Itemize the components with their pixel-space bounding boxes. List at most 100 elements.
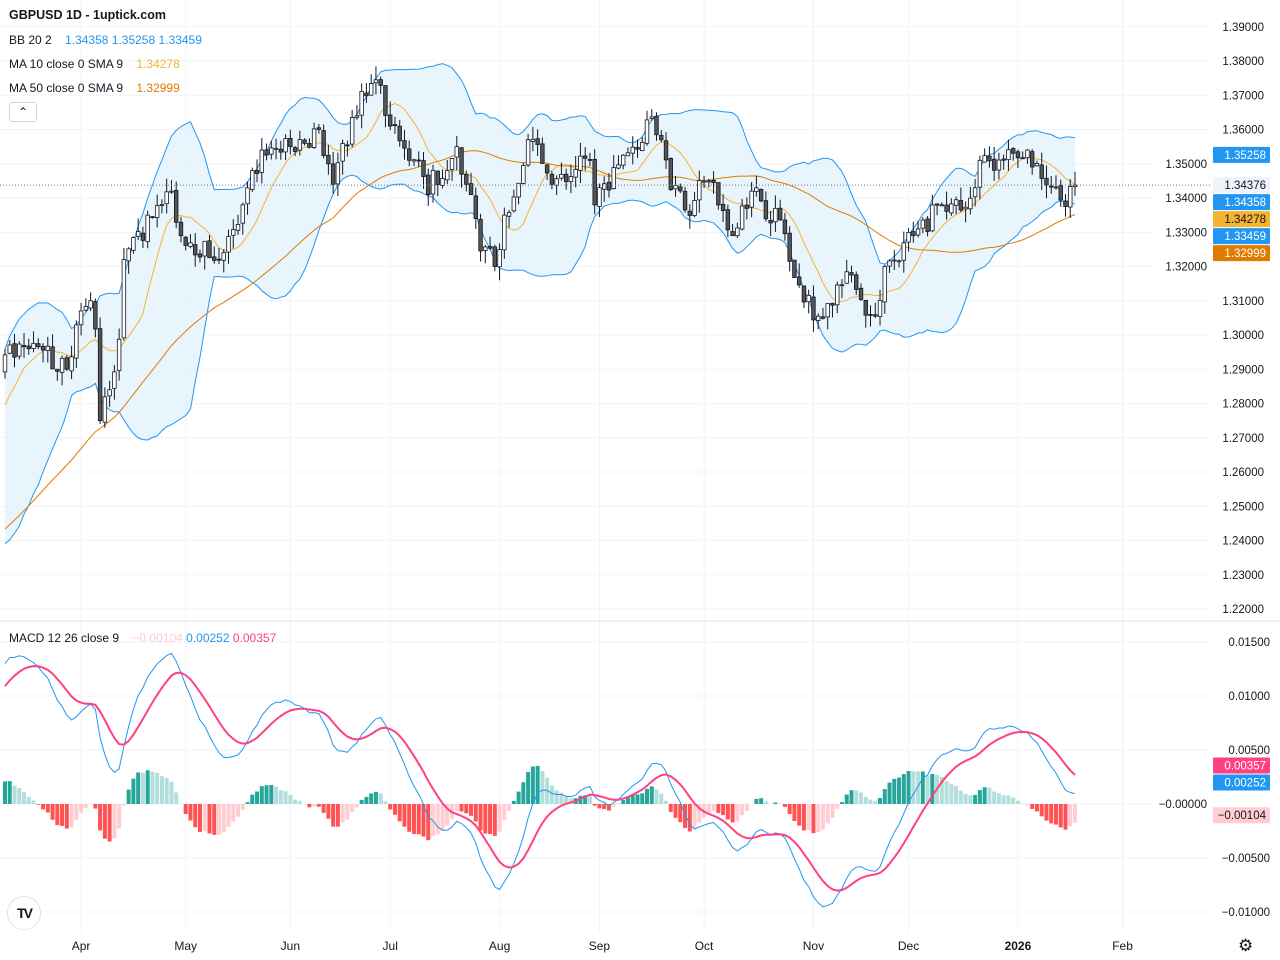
macd-histogram-bar [469,804,474,816]
candle-body [996,159,1002,171]
candle [768,210,773,237]
candle [212,246,217,264]
macd-histogram-bar [578,795,583,804]
candle [235,214,241,235]
candle [625,147,631,157]
candle [302,138,307,146]
candle-body [616,164,621,169]
macd-histogram-bar [392,804,397,815]
legend-bb[interactable]: BB 20 2 1.34358 1.35258 1.33459 [9,33,202,47]
macd-histogram-bar [231,804,236,822]
candle [592,149,597,215]
macd-histogram-bar [79,804,84,813]
candle-body [169,190,174,193]
macd-histogram-bar [259,786,264,804]
candle [45,336,50,363]
candle-body [863,299,868,316]
macd-histogram-bar [549,785,554,804]
macd-histogram-bar [55,804,60,826]
candle-body [78,310,84,326]
macd-axis-label-group: 0.01500 [1228,637,1270,649]
candle [554,175,559,195]
macd-histogram-bar [7,781,12,804]
macd-histogram-bar [759,798,764,804]
candle-body [449,158,455,171]
candle [102,387,108,428]
candle [416,151,421,168]
macd-histogram-bar [973,794,978,804]
macd-histogram-bar [526,771,531,804]
macd-histogram-bar [521,782,526,804]
candle [640,136,645,152]
candle-body [873,314,878,317]
legend-macd[interactable]: MACD 12 26 close 9 −0.00104 0.00252 0.00… [9,631,276,645]
candle [758,188,764,203]
candle [93,298,98,338]
price-axis-label: 1.29000 [1222,364,1264,376]
legend-ma50[interactable]: MA 50 close 0 SMA 9 1.32999 [9,81,180,95]
candle-body [478,218,483,252]
candle [911,221,916,243]
candle [154,194,160,228]
candle-body [364,92,369,97]
candle [492,244,498,272]
candle [725,204,731,238]
candle-body [801,285,807,303]
macd-histogram-bar [131,778,136,804]
candle-body [582,155,588,159]
legend-ma10[interactable]: MA 10 close 0 SMA 9 1.34278 [9,57,180,71]
candle [739,198,745,231]
gear-icon[interactable]: ⚙ [1238,936,1254,955]
macd-histogram-bar [217,804,221,835]
candle-body [559,173,564,179]
candle [269,140,274,160]
price-axis-label-group: 1.28000 [1222,399,1264,411]
macd-histogram-bar [806,804,811,831]
candle-body [383,85,388,116]
value-tag-bg [1213,228,1270,245]
macd-histogram-bar [697,804,702,823]
time-axis-label: May [174,939,197,953]
candle-body [687,210,692,216]
macd-axis-label-chip [1152,795,1210,811]
price-axis-label: 1.25000 [1222,501,1264,513]
candle [69,345,74,380]
tradingview-logo[interactable]: TV [7,896,41,930]
legend-ma50-name: MA 50 close 0 SMA 9 [9,81,124,95]
macd-histogram-bar [212,804,217,835]
macd-histogram-bar [592,804,597,806]
candle-body [516,182,521,198]
macd-histogram-bar [811,804,816,834]
macd-histogram-bar [388,804,393,810]
collapse-legend-button[interactable]: ⌃ [9,102,37,122]
candle-body [944,204,949,212]
candle [616,155,621,170]
value-tag: 1.33459 [1213,228,1270,245]
macd-histogram-bar [321,804,326,813]
value-tag-text: 1.34358 [1224,197,1266,209]
candle [668,157,673,192]
macd-histogram-bar [60,804,65,826]
macd-histogram-bar [126,789,131,804]
candle-body [140,232,146,241]
candle [844,259,849,284]
candle-body [74,324,79,359]
candle-body [925,218,930,232]
macd-axis-label-group: 0.00500 [1228,745,1270,757]
macd-histogram-bar [250,794,255,804]
macd-histogram-bar [445,804,450,826]
candle [925,215,930,237]
candle [188,234,193,249]
candle [654,112,659,141]
value-tag-text: 1.35258 [1224,150,1266,162]
macd-histogram-bar [602,804,607,810]
macd-histogram-bar [136,772,141,804]
price-axis-label-group: 1.27000 [1222,433,1264,445]
macd-histogram-bar [892,778,897,804]
candle-body [183,236,188,246]
macd-histogram-bar [740,804,745,816]
candle-body [269,147,274,155]
macd-histogram [3,765,1077,842]
candle [782,212,788,241]
